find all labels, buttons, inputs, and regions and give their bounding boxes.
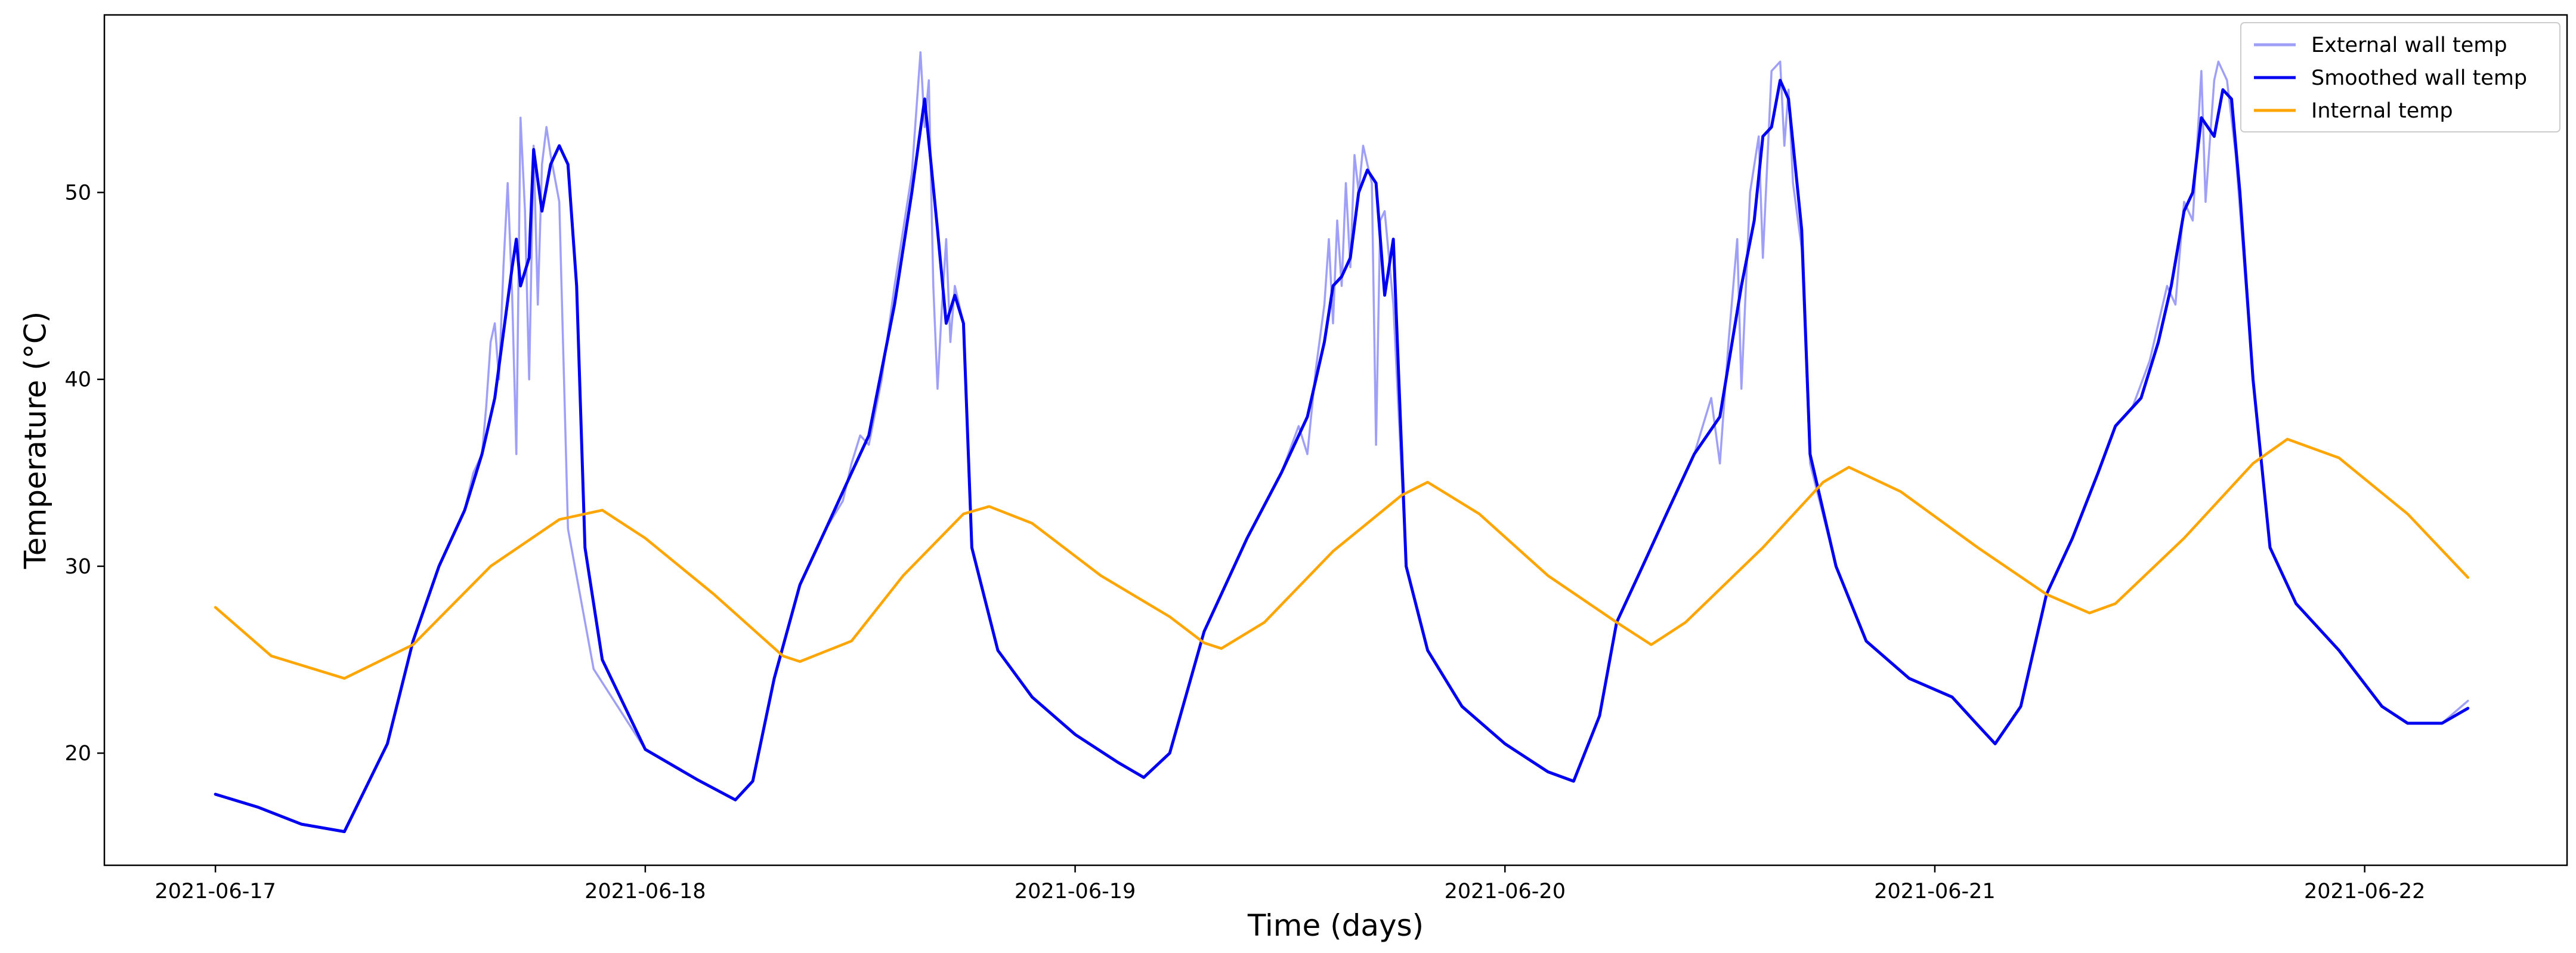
y-tick-label: 20	[64, 742, 91, 766]
x-tick-label: 2021-06-19	[1015, 880, 1136, 903]
x-axis-label: Time (days)	[1247, 908, 1424, 943]
y-axis-label: Temperature (°C)	[18, 312, 53, 570]
series-line-smoothed-wall-temp	[214, 79, 2470, 834]
series-line-internal-temp	[214, 437, 2470, 680]
x-tick-label: 2021-06-17	[154, 880, 276, 903]
legend-label: Internal temp	[2311, 99, 2453, 123]
x-tick-label: 2021-06-21	[1874, 880, 1995, 903]
legend-label: External wall temp	[2311, 33, 2507, 57]
x-tick-label: 2021-06-20	[1445, 880, 1566, 903]
y-tick-label: 40	[64, 368, 91, 392]
plot-area-frame	[103, 14, 2568, 866]
y-axis-ticks: 20 30 40 50	[64, 181, 104, 766]
x-axis-ticks: 2021-06-17 2021-06-18 2021-06-19 2021-06-20…	[154, 865, 2425, 903]
y-tick-label: 50	[64, 181, 91, 205]
x-tick-label: 2021-06-22	[2304, 880, 2425, 903]
legend-box	[2240, 22, 2560, 132]
legend-label: Smoothed wall temp	[2311, 66, 2527, 90]
y-tick-label: 30	[64, 555, 91, 579]
series-layer	[214, 51, 2470, 834]
x-tick-label: 2021-06-18	[585, 880, 706, 903]
legend: External wall temp Smoothed wall temp Inte…	[2240, 22, 2560, 132]
